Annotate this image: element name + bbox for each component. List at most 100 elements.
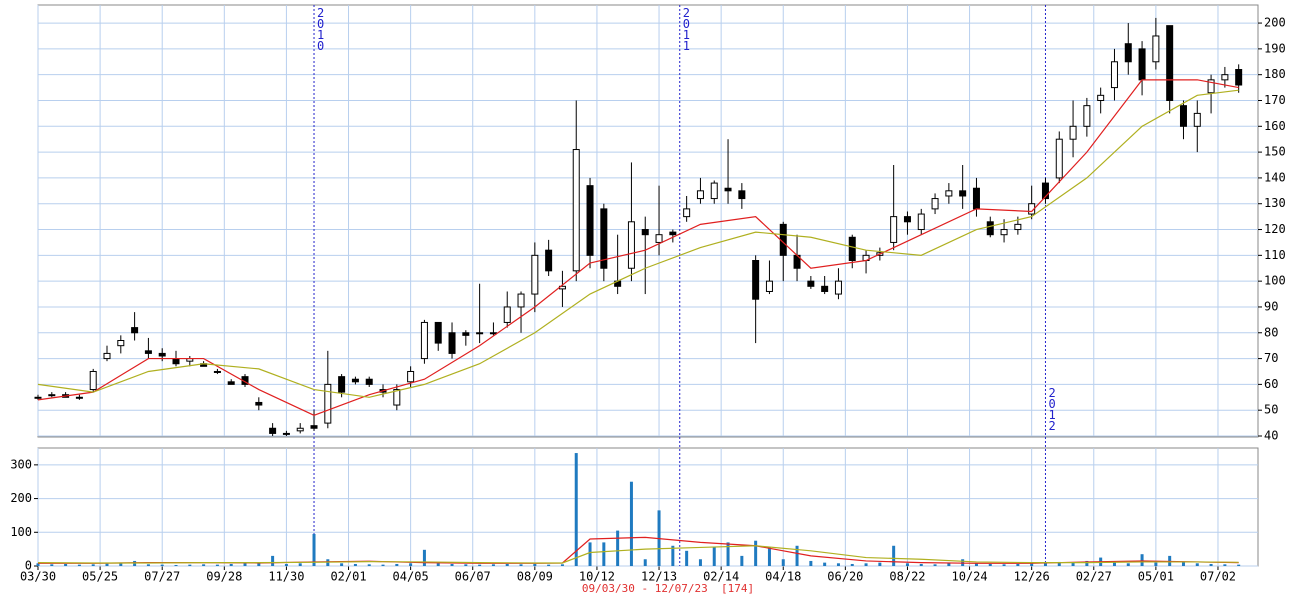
y-tick-label: 0 <box>25 559 32 573</box>
volume-bar <box>36 563 40 566</box>
y-tick-label: 180 <box>1264 67 1286 81</box>
volume-bar <box>892 545 896 566</box>
candle-body <box>600 208 608 269</box>
candle-body <box>545 249 553 272</box>
volume-bar <box>340 563 344 566</box>
volume-bar <box>436 563 440 566</box>
candle-body <box>338 376 346 393</box>
candle-body <box>1124 43 1132 63</box>
x-tick-label: 08/22 <box>889 570 925 584</box>
x-tick-label: 06/20 <box>827 570 863 584</box>
candle-body <box>158 352 166 357</box>
y-tick-label: 120 <box>1264 222 1286 236</box>
volume-bar <box>519 564 523 566</box>
volume-bar <box>91 564 95 566</box>
candle-body <box>945 190 953 197</box>
x-tick-label: 09/28 <box>206 570 242 584</box>
y-tick-label: 190 <box>1264 41 1286 55</box>
volume-bar <box>1043 562 1047 566</box>
candle-body <box>365 378 373 385</box>
candle-body <box>282 432 290 435</box>
candle-body <box>1069 125 1077 140</box>
candle-body <box>1152 35 1160 63</box>
candle-body <box>420 321 428 360</box>
volume-bar <box>1181 561 1185 566</box>
candle-body <box>476 332 484 335</box>
candle-body <box>172 358 180 365</box>
volume-bar <box>1223 564 1227 566</box>
volume-bar <box>947 562 951 566</box>
candle-body <box>489 332 497 335</box>
candle-body <box>503 306 511 323</box>
x-tick-label: 06/07 <box>455 570 491 584</box>
candle-body <box>434 321 442 344</box>
candle-body <box>407 370 415 383</box>
volume-bar <box>422 549 426 566</box>
volume-bar <box>547 564 551 566</box>
volume-panel <box>37 447 1259 567</box>
volume-bar <box>215 564 219 566</box>
volume-bar <box>629 481 633 566</box>
candle-body <box>1041 182 1049 200</box>
volume-bar <box>905 563 909 566</box>
volume-bar <box>754 540 758 566</box>
year-label: 2012 <box>1048 386 1056 433</box>
candle-body <box>641 229 649 236</box>
candle-body <box>1193 112 1201 127</box>
volume-bar <box>795 545 799 566</box>
candle-body <box>890 216 898 243</box>
volume-bar <box>298 563 302 566</box>
volume-bar <box>533 563 537 566</box>
year-label: 2011 <box>682 6 690 53</box>
volume-bar <box>174 564 178 566</box>
y-tick-label: 130 <box>1264 196 1286 210</box>
volume-bar <box>767 547 771 566</box>
candle-body <box>834 280 842 295</box>
volume-bar <box>602 542 606 566</box>
candle-body <box>710 182 718 200</box>
volume-bar <box>1030 563 1034 566</box>
volume-bar <box>685 550 689 566</box>
volume-bar <box>933 564 937 566</box>
volume-bar <box>202 564 206 566</box>
volume-bar <box>643 559 647 566</box>
moving-average <box>37 79 1239 417</box>
candle-body <box>821 285 829 292</box>
candle-body <box>48 394 56 397</box>
volume-bar <box>781 559 785 566</box>
volume-bar <box>312 533 316 566</box>
candle-body <box>931 198 939 210</box>
y-tick-label: 60 <box>1264 377 1278 391</box>
candle-body <box>144 350 152 354</box>
x-tick-label: 10/12 <box>579 570 615 584</box>
candle-body <box>917 213 925 231</box>
volume-bar <box>243 563 247 566</box>
volume-bar <box>1209 563 1213 566</box>
volume-bar <box>505 563 509 566</box>
volume-bar <box>464 564 468 566</box>
volume-bar <box>671 545 675 566</box>
candle-body <box>669 231 677 236</box>
y-tick-label: 70 <box>1264 351 1278 365</box>
x-tick-label: 05/25 <box>82 570 118 584</box>
x-tick-label: 02/27 <box>1076 570 1112 584</box>
candle-body <box>959 190 967 197</box>
candle-body <box>296 427 304 432</box>
candle-body <box>269 427 277 434</box>
volume-bar <box>1057 561 1061 566</box>
candle-body <box>972 187 980 210</box>
volume-bar <box>836 563 840 566</box>
candle-body <box>227 381 235 385</box>
candle-body <box>848 236 856 262</box>
y-tick-label: 40 <box>1264 429 1278 443</box>
volume-bar <box>1140 554 1144 566</box>
volume-bar <box>864 563 868 566</box>
volume-bar <box>160 564 164 566</box>
y-tick-label: 200 <box>10 491 32 505</box>
candle-body <box>1221 74 1229 81</box>
volume-bar <box>257 562 261 566</box>
candle-body <box>1014 223 1022 231</box>
volume-bar <box>450 563 454 566</box>
x-tick-label: 03/30 <box>20 570 56 584</box>
